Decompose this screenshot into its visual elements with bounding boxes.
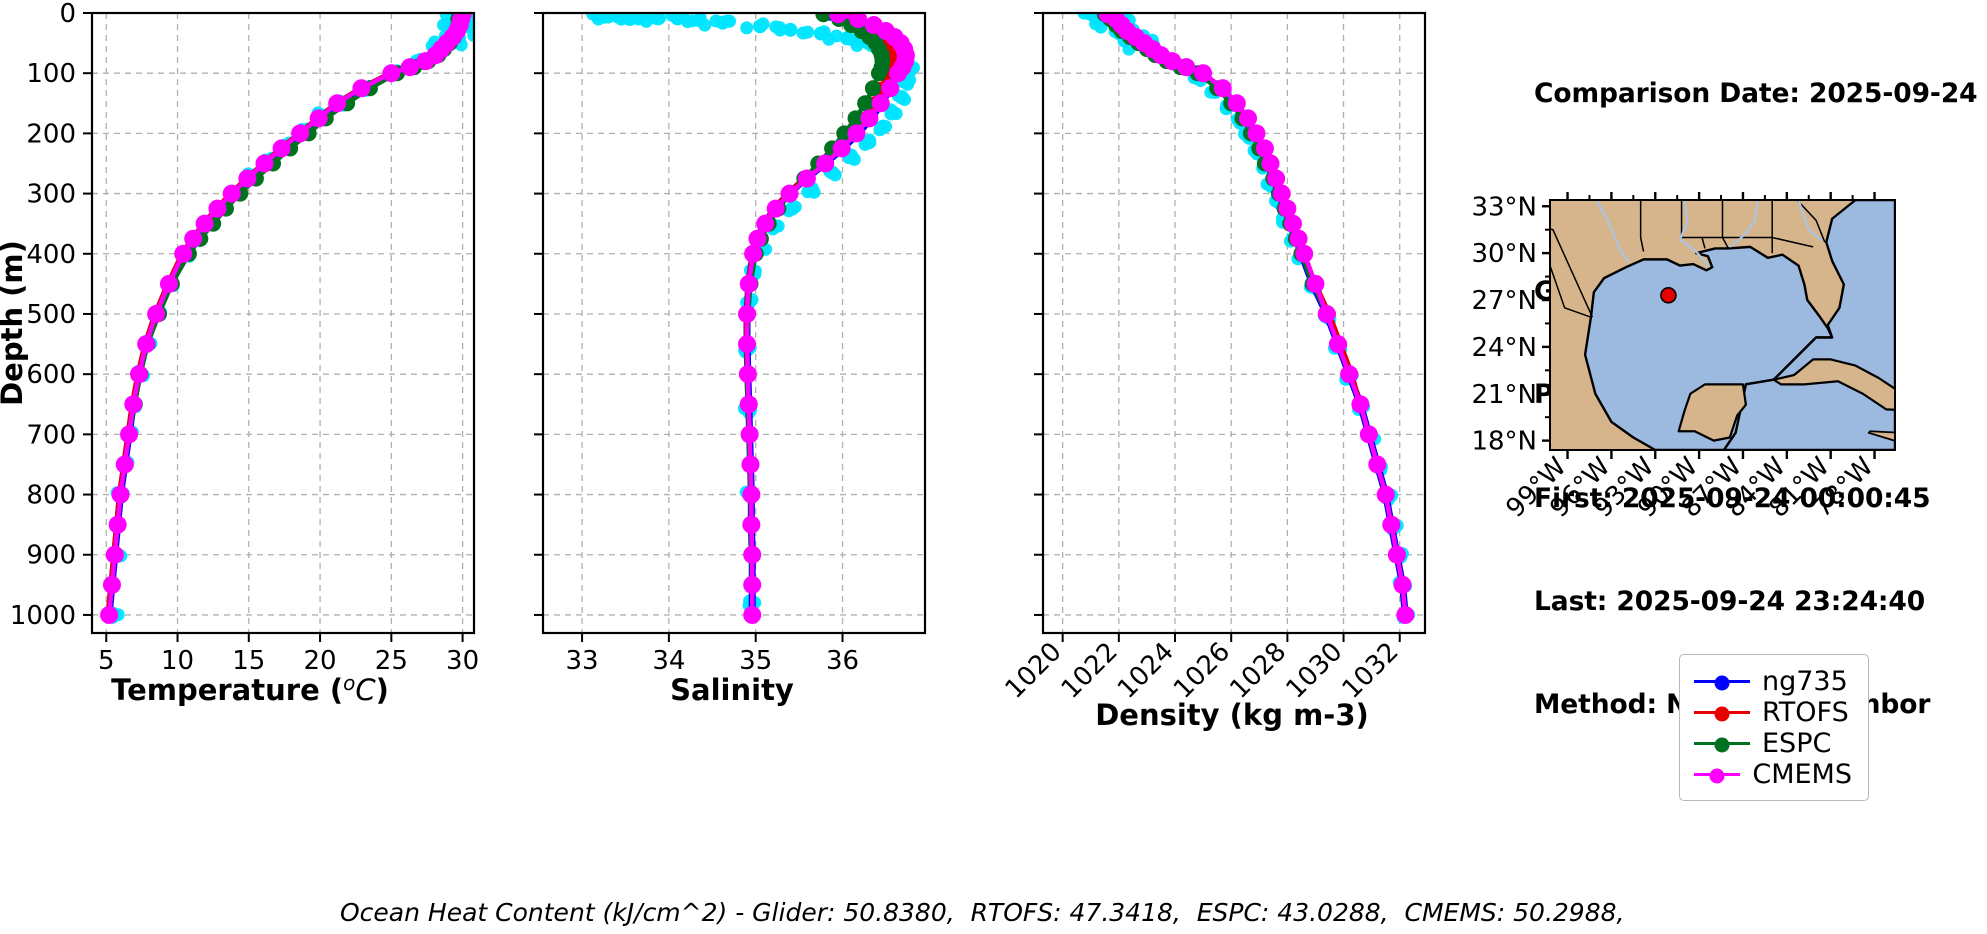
y-tick-label: 800	[26, 481, 76, 511]
legend-line-swatch	[1694, 675, 1750, 690]
river-3	[1797, 200, 1823, 242]
state-border-7	[1550, 265, 1592, 318]
legend-line-swatch	[1694, 737, 1750, 752]
state-border-0	[1639, 200, 1645, 252]
legend-item-label: ng735	[1762, 665, 1848, 697]
legend-item-label: ESPC	[1762, 727, 1832, 759]
y-tick-label: 100	[26, 59, 76, 89]
x-axis-label: Density (kg m-3)	[1095, 698, 1369, 732]
lat-tick-label: 30°N	[1471, 239, 1537, 269]
river-2	[1729, 200, 1759, 248]
y-tick-label: 500	[26, 300, 76, 330]
x-tick-label: 25	[375, 646, 408, 676]
y-tick-label: 0	[59, 0, 76, 29]
x-tick-label: 36	[826, 646, 859, 676]
lat-tick-label: 33°N	[1471, 192, 1537, 222]
series-cmems	[1098, 13, 1415, 624]
first-profile-line: First: 2025-09-24 00:00:45	[1534, 482, 1931, 514]
cuba-landmass	[1772, 358, 1895, 411]
yucatan-peninsula	[1677, 383, 1747, 442]
y-tick-label: 1000	[10, 601, 76, 631]
state-border-5	[1796, 200, 1826, 243]
y-tick-label: 300	[26, 180, 76, 210]
density-panel: 1020 1022 1024 1026 1028 1030 1032 Density (kg …	[1000, 0, 1520, 900]
lat-tick-label: 18°N	[1471, 427, 1537, 457]
series-legend: ng735 RTOFS ESPC CMEMS	[1679, 654, 1869, 801]
map-panel: 33°N 30°N 27°N 24°N 21°N 18°N 99°W 96°W 93°W 90°W…	[1471, 190, 1980, 610]
legend-line-swatch	[1694, 768, 1741, 783]
river-0	[1595, 200, 1630, 264]
state-border-4	[1702, 236, 1814, 248]
x-tick-label: 5	[98, 646, 115, 676]
legend-marker-dot	[1714, 675, 1730, 690]
legend-item-espc[interactable]: ESPC	[1694, 727, 1852, 759]
lat-tick-label: 21°N	[1471, 380, 1537, 410]
river-1	[1678, 200, 1711, 268]
glider-location-map: 33°N30°N27°N24°N21°N18°N99°W96°W93°W90°W…	[1471, 192, 1968, 524]
state-border-1	[1680, 200, 1706, 249]
x-tick-label: 34	[652, 646, 685, 676]
y-tick-label: 600	[26, 360, 76, 390]
legend-item-ng735[interactable]: ng735	[1694, 665, 1852, 697]
gulf-of-mexico-water	[1583, 245, 1834, 450]
x-tick-label: 1022	[1056, 637, 1124, 705]
x-tick-label: 1020	[1000, 637, 1068, 705]
x-tick-label: 1024	[1112, 637, 1180, 705]
axes-frame	[541, 11, 927, 635]
series-cmems	[738, 13, 915, 624]
x-tick-label: 1032	[1337, 637, 1405, 705]
lat-tick-label: 24°N	[1471, 333, 1537, 363]
x-axis-label: Temperature (oC)	[111, 671, 389, 707]
last-profile-line: Last: 2025-09-24 23:24:40	[1534, 586, 1926, 617]
y-tick-label: 200	[26, 119, 76, 149]
y-tick-label: 900	[26, 541, 76, 571]
y-axis-label: Depth (m)	[0, 240, 29, 406]
y-tick-label: 700	[26, 420, 76, 450]
x-tick-label: 30	[446, 646, 479, 676]
state-border-6	[1550, 228, 1594, 318]
axes-frame	[90, 11, 476, 635]
y-tick-label: 400	[26, 240, 76, 270]
glider-position-marker	[1660, 287, 1677, 304]
x-tick-label: 1026	[1168, 637, 1236, 705]
x-axis-label: Salinity	[670, 673, 794, 707]
salinity-profile: 33 34 35 36 Salinity	[534, 11, 927, 707]
ocean-heat-content-caption: Ocean Heat Content (kJ/cm^2) - Glider: 5…	[340, 898, 1625, 927]
x-tick-label: 35	[739, 646, 772, 676]
legend-marker-dot	[1714, 706, 1730, 721]
legend-item-label: CMEMS	[1752, 758, 1852, 790]
legend-marker-dot	[1714, 737, 1730, 752]
x-tick-label: 33	[566, 646, 599, 676]
salinity-panel: 33 34 35 36 Salinity	[500, 0, 1000, 880]
x-tick-label: 10	[161, 646, 194, 676]
series-cmems	[100, 13, 472, 624]
x-tick-label: 1030	[1280, 637, 1348, 705]
legend-item-rtofs[interactable]: RTOFS	[1694, 696, 1852, 728]
island-landmass-1	[1926, 411, 1968, 438]
legend-line-swatch	[1694, 706, 1750, 721]
legend-item-cmems[interactable]: CMEMS	[1694, 758, 1852, 790]
temperature-panel: 5 10 15 20 25 30 0 100 200 300 400 500 600 700 800 900 1…	[0, 0, 500, 880]
temperature-profile: 5 10 15 20 25 3001002003004005006007008009001…	[0, 0, 479, 707]
legend-marker-dot	[1709, 768, 1725, 783]
x-tick-label: 20	[304, 646, 337, 676]
map-frame	[1549, 199, 1896, 451]
x-tick-label: 1028	[1224, 637, 1292, 705]
lat-tick-label: 27°N	[1471, 286, 1537, 316]
island-landmass-0	[1867, 430, 1895, 442]
axes-frame	[1041, 11, 1427, 635]
legend-item-label: RTOFS	[1762, 696, 1849, 728]
x-tick-label: 15	[232, 646, 265, 676]
comparison-date-line: Comparison Date: 2025-09-24	[1534, 77, 1978, 109]
